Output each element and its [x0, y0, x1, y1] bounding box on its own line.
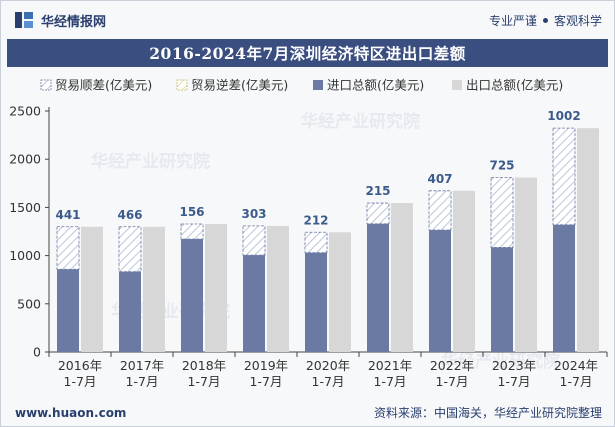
watermark-text: 华经产业研究院 — [301, 111, 420, 132]
import-bar — [305, 252, 327, 352]
y-tick-label: 1500 — [9, 200, 41, 215]
export-bar — [391, 203, 413, 352]
footer-source: 资料来源：中国海关，华经产业研究院整理 — [373, 406, 602, 420]
footer-bar: www.huaon.com 资料来源：中国海关，华经产业研究院整理 — [1, 399, 614, 426]
y-tick-label: 0 — [33, 345, 41, 360]
import-bar — [429, 230, 451, 352]
import-bar — [181, 239, 203, 352]
trade-surplus-bar — [242, 225, 266, 256]
trade-surplus-bar — [490, 177, 514, 248]
trade-surplus-bar — [366, 202, 390, 225]
import-bar — [491, 247, 513, 352]
tagline-dot-icon — [542, 17, 548, 23]
surplus-data-label: 212 — [303, 213, 328, 227]
x-tick-label: 2021年 — [368, 358, 412, 373]
y-tick-label: 1000 — [9, 248, 41, 263]
export-bar — [267, 225, 289, 352]
export-bar — [515, 177, 537, 352]
import-bar — [243, 255, 265, 352]
brand-name: 华经情报网 — [41, 14, 107, 30]
export-bar — [453, 190, 475, 352]
import-bar — [367, 223, 389, 352]
surplus-data-label: 1002 — [547, 109, 580, 123]
legend-swatch — [40, 79, 52, 91]
x-tick-label: 1-7月 — [64, 374, 97, 389]
header-bar: 华经情报网 专业严谨 客观科学 — [1, 1, 614, 39]
export-bar — [329, 232, 351, 352]
import-bar — [119, 271, 141, 352]
import-bar — [553, 224, 575, 352]
x-tick-label: 1-7月 — [436, 374, 469, 389]
tagline-right: 客观科学 — [553, 13, 602, 28]
x-tick-label: 2023年 — [492, 358, 536, 373]
watermark-text: 华经产业研究院 — [441, 351, 560, 372]
x-tick-label: 2016年 — [58, 358, 102, 373]
x-tick-label: 1-7月 — [374, 374, 407, 389]
trade-surplus-bar — [180, 223, 204, 240]
x-tick-label: 2017年 — [120, 358, 164, 373]
legend-label: 出口总额(亿美元) — [466, 78, 563, 93]
y-tick-label: 2000 — [9, 152, 41, 167]
legend-label: 进口总额(亿美元) — [327, 78, 424, 93]
surplus-data-label: 156 — [179, 205, 204, 219]
surplus-data-label: 441 — [55, 208, 80, 222]
export-bar — [81, 226, 103, 352]
x-tick-label: 2019年 — [244, 358, 288, 373]
x-tick-label: 1-7月 — [250, 374, 283, 389]
x-tick-label: 1-7月 — [188, 374, 221, 389]
surplus-data-label: 725 — [489, 159, 514, 173]
brand-logo-icon — [15, 12, 33, 28]
export-bar — [205, 223, 227, 352]
x-tick-label: 2020年 — [306, 358, 350, 373]
legend-label: 贸易顺差(亿美元) — [55, 78, 152, 93]
x-tick-label: 2018年 — [182, 358, 226, 373]
chart-title: 2016-2024年7月深圳经济特区进出口差额 — [7, 39, 608, 67]
brand: 华经情报网 — [13, 9, 106, 31]
y-tick-label: 2500 — [9, 104, 41, 119]
legend-label: 贸易逆差(亿美元) — [191, 78, 288, 93]
x-tick-label: 1-7月 — [312, 374, 345, 389]
trade-surplus-bar — [56, 226, 80, 270]
x-tick-label: 1-7月 — [498, 374, 531, 389]
x-tick-label: 1-7月 — [560, 374, 593, 389]
x-tick-label: 1-7月 — [126, 374, 159, 389]
import-bar — [57, 269, 79, 352]
trade-surplus-bar — [118, 226, 142, 273]
legend-swatch — [452, 80, 462, 90]
trade-surplus-bar — [552, 127, 576, 226]
surplus-data-label: 303 — [241, 207, 266, 221]
export-bar — [577, 128, 599, 352]
legend-swatch — [176, 79, 188, 91]
footer-url: www.huaon.com — [15, 405, 127, 420]
x-tick-label: 2022年 — [430, 358, 474, 373]
trade-surplus-bar — [428, 190, 452, 231]
surplus-data-label: 407 — [427, 172, 452, 186]
legend-swatch — [313, 80, 323, 90]
surplus-data-label: 466 — [117, 208, 142, 222]
export-bar — [143, 226, 165, 352]
x-tick-label: 2024年 — [554, 358, 598, 373]
y-tick-label: 500 — [17, 296, 41, 311]
surplus-data-label: 215 — [365, 184, 390, 198]
tagline: 专业严谨 客观科学 — [489, 12, 602, 29]
tagline-left: 专业严谨 — [488, 13, 537, 28]
watermark-text: 华经产业研究院 — [91, 151, 210, 172]
trade-surplus-bar — [304, 231, 328, 254]
